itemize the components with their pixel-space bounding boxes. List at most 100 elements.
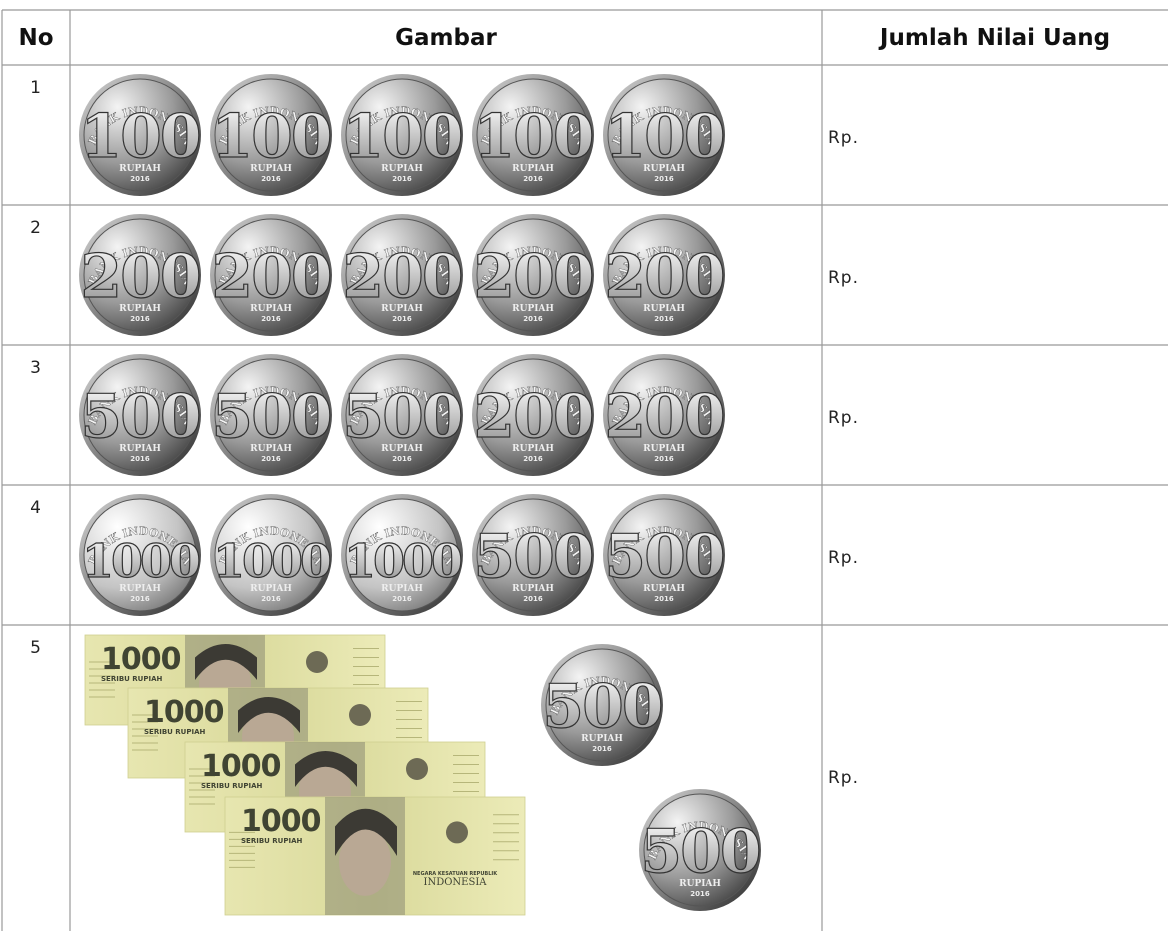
coin: BANK INDONESIA100RUPIAH2016 xyxy=(79,74,201,196)
coin-year: 2016 xyxy=(261,315,281,323)
coin-currency: RUPIAH xyxy=(381,444,423,454)
coin-year: 2016 xyxy=(523,595,543,603)
coin-currency: RUPIAH xyxy=(643,164,685,174)
note-words: SERIBU RUPIAH xyxy=(241,837,303,845)
coin-currency: RUPIAH xyxy=(512,164,554,174)
coin-currency: RUPIAH xyxy=(250,304,292,314)
coin-currency: RUPIAH xyxy=(581,734,623,744)
coin-denomination: 500 xyxy=(640,817,759,887)
coin-denomination: 500 xyxy=(473,522,592,592)
coin-currency: RUPIAH xyxy=(381,584,423,594)
coin-currency: RUPIAH xyxy=(512,304,554,314)
coin-denomination: 200 xyxy=(604,382,723,452)
coin-year: 2016 xyxy=(523,175,543,183)
coin-year: 2016 xyxy=(654,595,674,603)
row-number: 5 xyxy=(30,638,42,658)
coin-denomination: 1000 xyxy=(344,534,461,588)
row-number: 1 xyxy=(30,78,42,98)
amount-label: Rp. xyxy=(828,548,859,568)
coin-currency: RUPIAH xyxy=(381,304,423,314)
coin-denomination: 100 xyxy=(473,102,592,172)
amount-label: Rp. xyxy=(828,408,859,428)
note-country: INDONESIA xyxy=(424,877,488,888)
coin-denomination: 200 xyxy=(342,242,461,312)
coin-currency: RUPIAH xyxy=(512,584,554,594)
note-words: SERIBU RUPIAH xyxy=(101,675,163,683)
note-denomination: 1000 xyxy=(241,804,321,839)
coin-currency: RUPIAH xyxy=(250,584,292,594)
row-number: 2 xyxy=(30,218,42,238)
coin-currency: RUPIAH xyxy=(119,584,161,594)
coin-year: 2016 xyxy=(592,745,612,753)
coin-currency: RUPIAH xyxy=(512,444,554,454)
coin-denomination: 100 xyxy=(211,102,330,172)
coin-currency: RUPIAH xyxy=(119,444,161,454)
coin-year: 2016 xyxy=(261,455,281,463)
note-denomination: 1000 xyxy=(101,642,181,677)
coin-denomination: 1000 xyxy=(82,534,199,588)
coin-currency: RUPIAH xyxy=(119,304,161,314)
page: No Gambar Jumlah Nilai Uang 1BANK INDONE… xyxy=(0,0,1168,931)
coin-currency: RUPIAH xyxy=(679,879,721,889)
coin-currency: RUPIAH xyxy=(381,164,423,174)
amount-label: Rp. xyxy=(828,268,859,288)
coin: BANK INDONESIA500RUPIAH2016 xyxy=(541,644,663,766)
coin-year: 2016 xyxy=(130,315,150,323)
coin-year: 2016 xyxy=(654,455,674,463)
coin-year: 2016 xyxy=(523,315,543,323)
coin-denomination: 500 xyxy=(604,522,723,592)
coin-year: 2016 xyxy=(130,595,150,603)
coin: BANK INDONESIA200RUPIAH2016 xyxy=(472,354,594,476)
coin-year: 2016 xyxy=(261,175,281,183)
coin-denomination: 1000 xyxy=(213,534,330,588)
amount-label: Rp. xyxy=(828,768,859,788)
coin-denomination: 100 xyxy=(604,102,723,172)
header-no: No xyxy=(18,25,53,51)
coin-denomination: 500 xyxy=(342,382,461,452)
coin-year: 2016 xyxy=(392,455,412,463)
coin-denomination: 500 xyxy=(542,672,661,742)
coin-year: 2016 xyxy=(130,175,150,183)
note-words: SERIBU RUPIAH xyxy=(144,728,206,736)
coin-year: 2016 xyxy=(392,315,412,323)
coin-year: 2016 xyxy=(654,175,674,183)
coin-currency: RUPIAH xyxy=(643,304,685,314)
coin-denomination: 500 xyxy=(80,382,199,452)
note-denomination: 1000 xyxy=(144,695,224,730)
coin-currency: RUPIAH xyxy=(643,584,685,594)
coin-year: 2016 xyxy=(654,315,674,323)
coin-year: 2016 xyxy=(261,595,281,603)
row-number: 3 xyxy=(30,358,42,378)
coin-currency: RUPIAH xyxy=(250,164,292,174)
header-amount: Jumlah Nilai Uang xyxy=(878,25,1110,51)
coin-denomination: 200 xyxy=(473,242,592,312)
row-number: 4 xyxy=(30,498,42,518)
coin-year: 2016 xyxy=(392,595,412,603)
note-words: SERIBU RUPIAH xyxy=(201,782,263,790)
coin-denomination: 200 xyxy=(211,242,330,312)
coin-denomination: 200 xyxy=(604,242,723,312)
coin: BANK INDONESIA200RUPIAH2016 xyxy=(79,214,201,336)
coin-denomination: 500 xyxy=(211,382,330,452)
coin-denomination: 100 xyxy=(342,102,461,172)
amount-label: Rp. xyxy=(828,128,859,148)
coin-currency: RUPIAH xyxy=(250,444,292,454)
coin-year: 2016 xyxy=(130,455,150,463)
